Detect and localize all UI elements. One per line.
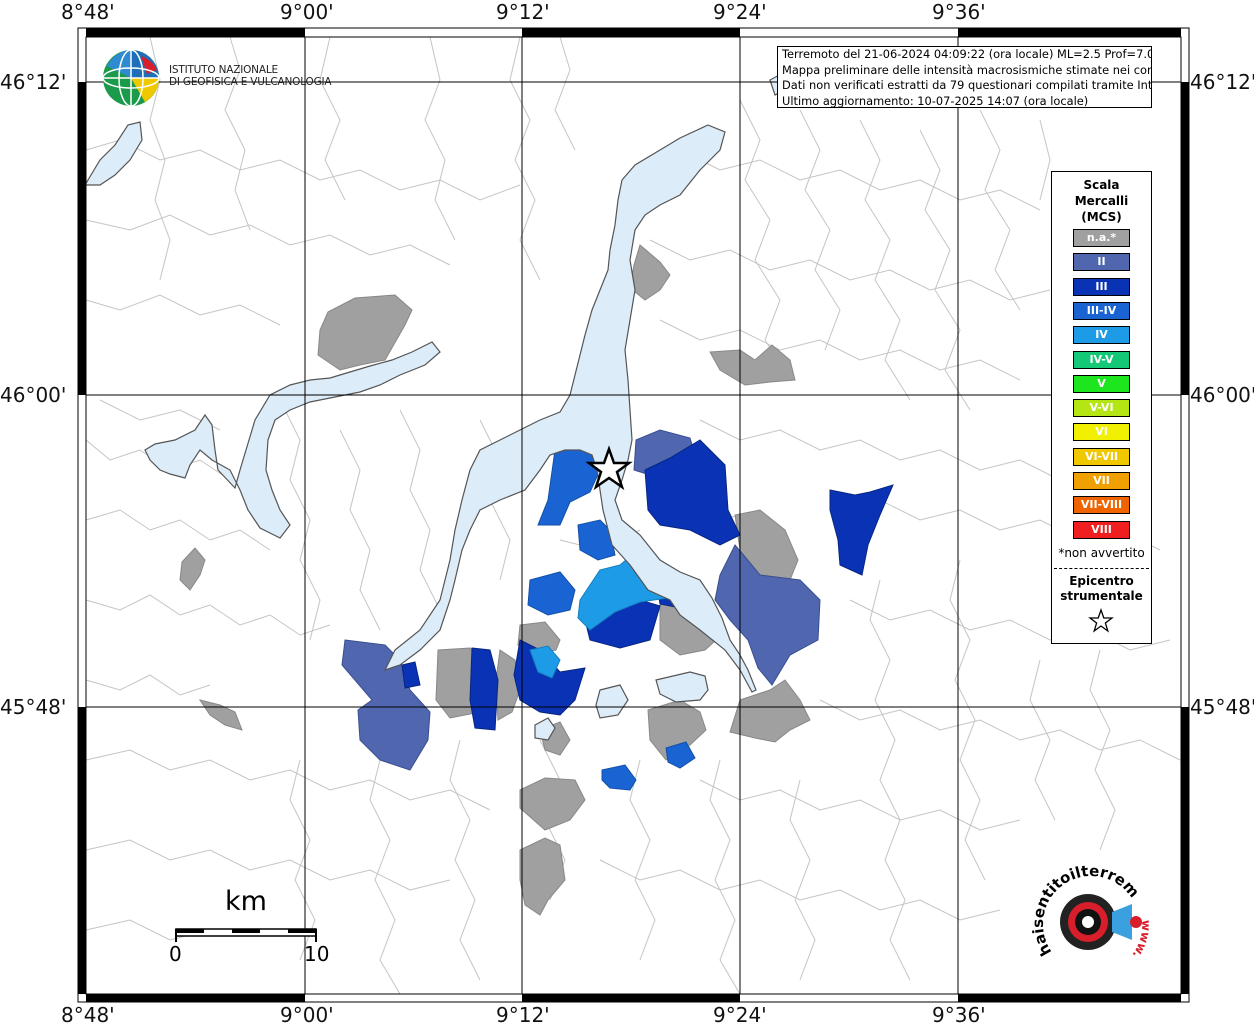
- legend-epicenter-line1: Epicentro: [1069, 574, 1134, 588]
- legend-title-line1: Scala: [1083, 178, 1120, 192]
- legend-item: III-IV: [1073, 301, 1130, 320]
- lake-small-2: [595, 684, 629, 719]
- scale-end-label: 10: [304, 942, 330, 966]
- legend-title: Scala Mercalli (MCS): [1052, 177, 1151, 225]
- event-info-line3: Dati non verificati estratti da 79 quest…: [782, 78, 1152, 93]
- legend-item: VI-VII: [1073, 447, 1130, 466]
- legend-note: *non avvertito: [1058, 546, 1145, 560]
- legend-item: IV-V: [1073, 350, 1130, 369]
- legend-item: VII: [1073, 472, 1130, 490]
- event-info-line4: Ultimo aggiornamento: 10-07-2025 14:07 (…: [782, 93, 1089, 108]
- lat-label-left-1: 46°12': [0, 70, 67, 94]
- lat-label-right-2: 46°00': [1190, 383, 1254, 407]
- lat-label-left-2: 46°00': [0, 383, 67, 407]
- institute-name: ISTITUTO NAZIONALE DI GEOFISICA E VULCAN…: [169, 64, 332, 88]
- scale-bar: [175, 928, 317, 942]
- intensity-III-areas: [401, 439, 894, 731]
- lon-label-bottom-5: 9°36': [932, 1003, 986, 1027]
- lon-label-top-2: 9°00': [280, 0, 334, 24]
- event-info-line1: Terremoto del 21-06-2024 04:09:22 (ora l…: [782, 47, 1152, 61]
- event-info-line2: Mappa preliminare delle intensità macros…: [782, 62, 1152, 77]
- legend-star-icon: [1088, 608, 1114, 633]
- event-info-box: Terremoto del 21-06-2024 04:09:22 (ora l…: [777, 46, 1152, 108]
- ingv-globe-logo: [102, 49, 160, 107]
- legend-item: V-VI: [1073, 399, 1130, 418]
- lon-label-top-5: 9°36': [932, 0, 986, 24]
- legend-item: n.a.*: [1073, 229, 1130, 247]
- lon-label-bottom-4: 9°24': [713, 1003, 767, 1027]
- legend-title-line2: Mercalli: [1074, 194, 1129, 208]
- intensity-III-IV-areas: [527, 431, 696, 791]
- scale-unit-label: km: [225, 886, 267, 917]
- legend-item: VII-VIII: [1073, 496, 1130, 515]
- legend-item: IV: [1073, 326, 1130, 345]
- lake-small-3: [534, 717, 556, 741]
- municipality-boundaries: [85, 36, 1181, 995]
- lake-lugano: [144, 341, 441, 539]
- lake-small-nw: [83, 121, 143, 186]
- lake-small-1: [655, 671, 709, 703]
- legend-item: III: [1073, 277, 1130, 296]
- lake-maggiore: [383, 124, 757, 693]
- lakes: [83, 71, 786, 741]
- graticule: [86, 37, 1181, 994]
- legend-item: II: [1073, 253, 1130, 272]
- haisentito-logo: haisentitoilterremoto.it www.: [1030, 862, 1150, 961]
- na-areas: [179, 244, 811, 916]
- legend-epicenter-line2: strumentale: [1060, 589, 1143, 603]
- legend-separator: [1054, 568, 1149, 569]
- lon-label-bottom-2: 9°00': [280, 1003, 334, 1027]
- lat-label-right-1: 46°12': [1190, 70, 1254, 94]
- legend-item: V: [1073, 374, 1130, 393]
- lon-label-top-1: 8°48': [61, 0, 115, 24]
- intensity-legend: Scala Mercalli (MCS) n.a.* II III III-IV IV I…: [1051, 171, 1152, 644]
- legend-item: VI: [1073, 423, 1130, 442]
- scale-start-label: 0: [169, 942, 182, 966]
- legend-epicenter-label: Epicentro strumentale: [1052, 574, 1151, 604]
- institute-name-line1: ISTITUTO NAZIONALE: [169, 64, 278, 76]
- legend-title-line3: (MCS): [1081, 210, 1122, 224]
- lon-label-top-4: 9°24': [713, 0, 767, 24]
- lon-label-bottom-1: 8°48': [61, 1003, 115, 1027]
- map-frame: [77, 27, 1190, 1003]
- intensity-II-areas: [341, 429, 821, 771]
- lat-label-left-3: 45°48': [0, 695, 67, 719]
- legend-item: VIII: [1073, 520, 1130, 539]
- lat-label-right-3: 45°48': [1190, 695, 1254, 719]
- lon-label-bottom-3: 9°12': [496, 1003, 550, 1027]
- epicenter-star-icon: [585, 445, 633, 491]
- institute-name-line2: DI GEOFISICA E VULCANOLOGIA: [169, 76, 332, 88]
- lon-label-top-3: 9°12': [496, 0, 550, 24]
